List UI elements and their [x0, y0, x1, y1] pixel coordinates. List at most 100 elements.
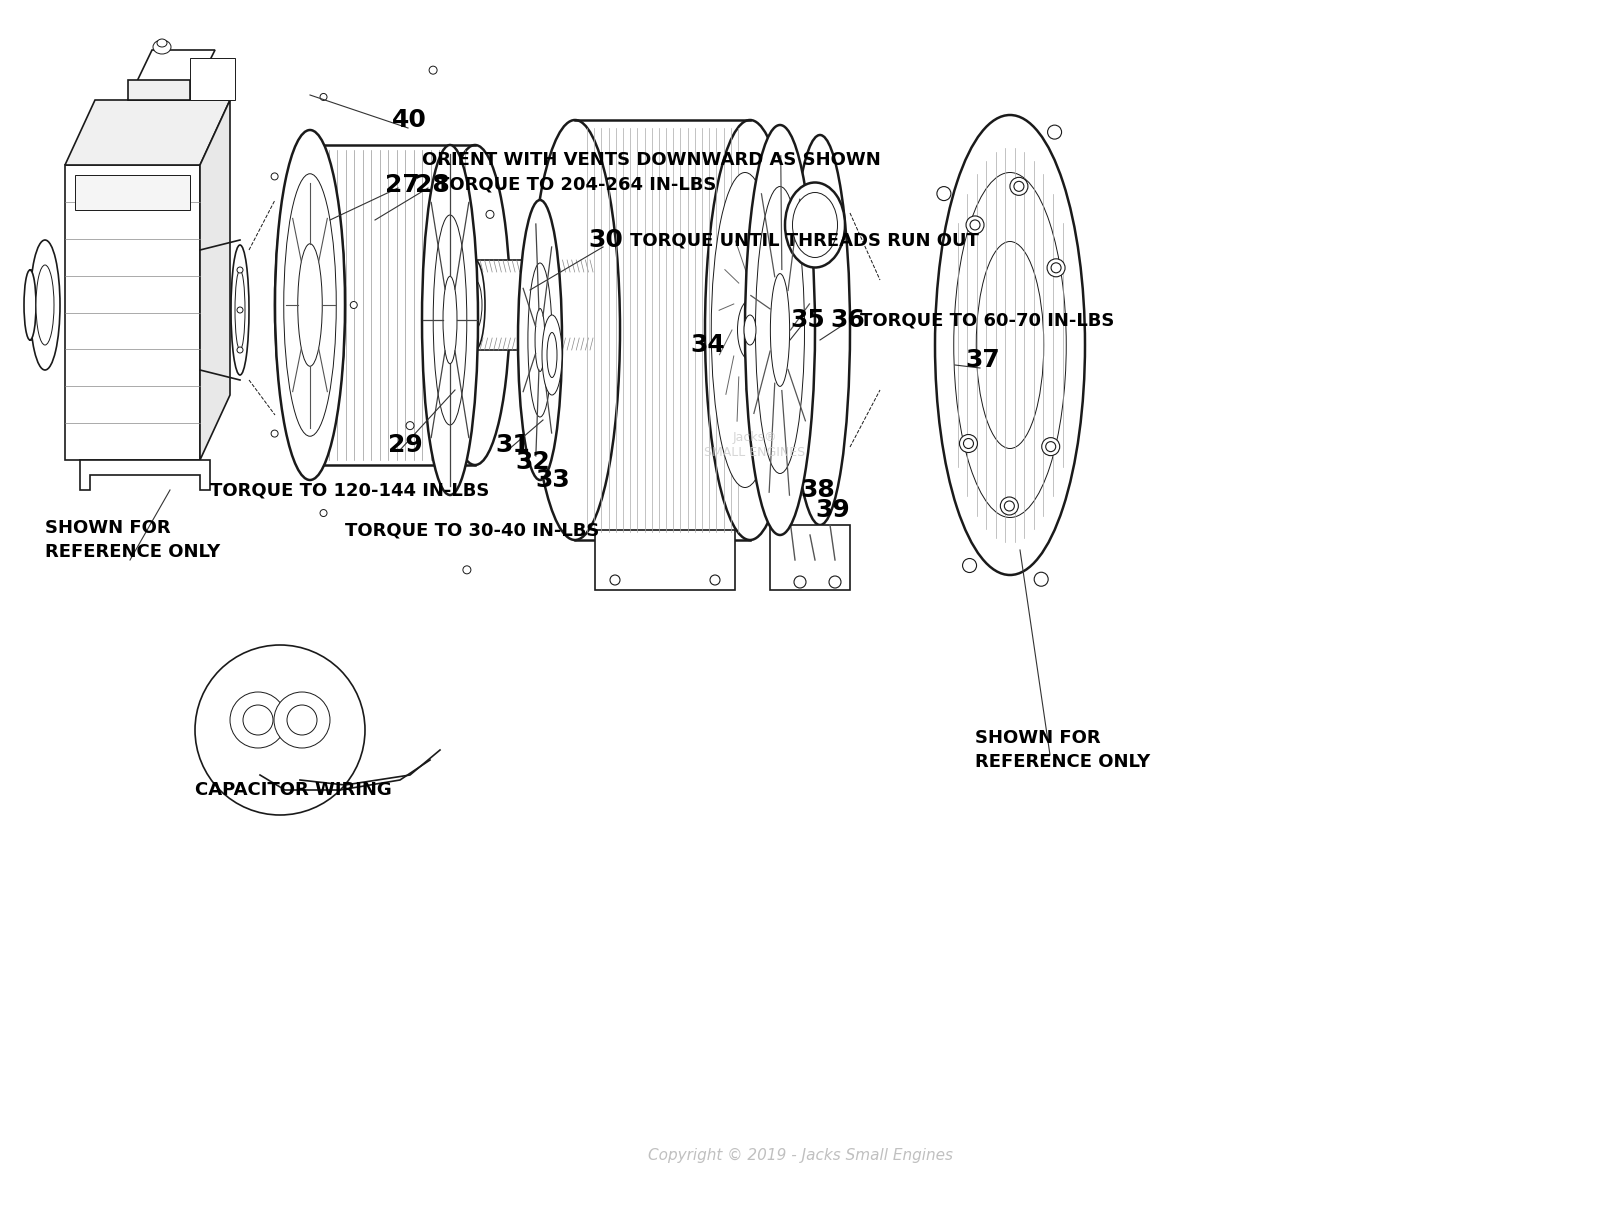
Text: Copyright © 2019 - Jacks Small Engines: Copyright © 2019 - Jacks Small Engines: [648, 1147, 952, 1162]
Ellipse shape: [792, 193, 837, 257]
Ellipse shape: [963, 439, 973, 449]
Ellipse shape: [547, 332, 557, 377]
Text: 27: 27: [386, 173, 419, 197]
Ellipse shape: [298, 244, 322, 366]
Text: 34: 34: [690, 334, 725, 357]
Polygon shape: [595, 530, 734, 590]
Ellipse shape: [610, 575, 621, 585]
Text: 31: 31: [494, 433, 530, 457]
Polygon shape: [128, 80, 190, 99]
Polygon shape: [200, 99, 230, 460]
Ellipse shape: [1048, 125, 1061, 139]
Ellipse shape: [30, 240, 61, 370]
Ellipse shape: [237, 347, 243, 353]
Text: SHOWN FOR
REFERENCE ONLY: SHOWN FOR REFERENCE ONLY: [45, 519, 221, 560]
Ellipse shape: [275, 130, 346, 480]
Ellipse shape: [710, 575, 720, 585]
Ellipse shape: [406, 422, 414, 429]
Ellipse shape: [1046, 258, 1066, 277]
Ellipse shape: [154, 40, 171, 55]
Text: 37: 37: [965, 348, 1000, 372]
Ellipse shape: [1051, 263, 1061, 273]
Text: SHOWN FOR
REFERENCE ONLY: SHOWN FOR REFERENCE ONLY: [974, 729, 1150, 770]
Text: 36: 36: [830, 308, 864, 332]
Text: CAPACITOR WIRING: CAPACITOR WIRING: [195, 781, 392, 799]
Text: 29: 29: [387, 433, 422, 457]
Ellipse shape: [790, 135, 850, 525]
Ellipse shape: [270, 431, 278, 437]
Ellipse shape: [934, 115, 1085, 575]
Ellipse shape: [770, 274, 790, 387]
Ellipse shape: [744, 315, 757, 344]
Text: TORQUE TO 120-144 IN-LBS: TORQUE TO 120-144 IN-LBS: [210, 482, 490, 499]
Ellipse shape: [230, 245, 250, 375]
Ellipse shape: [24, 270, 35, 340]
Ellipse shape: [1014, 181, 1024, 192]
Ellipse shape: [443, 277, 458, 364]
Ellipse shape: [712, 172, 779, 488]
Ellipse shape: [1010, 177, 1027, 195]
Ellipse shape: [970, 220, 981, 230]
Ellipse shape: [1005, 501, 1014, 511]
Ellipse shape: [960, 434, 978, 452]
Ellipse shape: [966, 216, 984, 234]
Ellipse shape: [738, 300, 763, 360]
Ellipse shape: [786, 182, 845, 268]
Text: TORQUE TO 30-40 IN-LBS: TORQUE TO 30-40 IN-LBS: [346, 522, 600, 539]
Ellipse shape: [429, 67, 437, 74]
Ellipse shape: [237, 267, 243, 273]
Ellipse shape: [534, 308, 546, 371]
Ellipse shape: [235, 270, 245, 351]
Ellipse shape: [422, 146, 478, 495]
Polygon shape: [80, 460, 210, 490]
Ellipse shape: [275, 146, 346, 465]
Circle shape: [230, 691, 286, 748]
Ellipse shape: [157, 39, 166, 47]
Circle shape: [243, 705, 274, 735]
Ellipse shape: [472, 292, 478, 318]
Text: 35: 35: [790, 308, 824, 332]
Text: 32: 32: [515, 450, 550, 474]
Text: 33: 33: [534, 468, 570, 492]
Ellipse shape: [320, 93, 326, 101]
Polygon shape: [770, 525, 850, 590]
Ellipse shape: [518, 200, 562, 480]
Circle shape: [195, 645, 365, 815]
Polygon shape: [66, 165, 200, 460]
Ellipse shape: [829, 576, 842, 588]
Text: ORIENT WITH VENTS DOWNWARD AS SHOWN: ORIENT WITH VENTS DOWNWARD AS SHOWN: [422, 150, 880, 169]
Ellipse shape: [794, 576, 806, 588]
Ellipse shape: [746, 125, 814, 535]
Ellipse shape: [1034, 573, 1048, 586]
Ellipse shape: [1042, 438, 1059, 456]
Text: TORQUE TO 60-70 IN-LBS: TORQUE TO 60-70 IN-LBS: [861, 311, 1114, 329]
Ellipse shape: [1000, 497, 1018, 516]
Ellipse shape: [486, 210, 494, 218]
Ellipse shape: [586, 260, 605, 351]
Ellipse shape: [462, 565, 470, 574]
Text: Jacks®
SMALL ENGINES: Jacks® SMALL ENGINES: [704, 431, 805, 460]
Ellipse shape: [1046, 442, 1056, 451]
Ellipse shape: [755, 187, 805, 473]
Text: 39: 39: [814, 499, 850, 522]
Bar: [574, 120, 750, 540]
Ellipse shape: [466, 260, 485, 351]
Polygon shape: [66, 99, 230, 165]
Ellipse shape: [706, 120, 795, 540]
Circle shape: [286, 705, 317, 735]
Ellipse shape: [434, 215, 467, 425]
Ellipse shape: [320, 509, 326, 517]
Ellipse shape: [954, 172, 1066, 518]
Bar: [475, 260, 595, 351]
Ellipse shape: [530, 120, 621, 540]
Text: 38: 38: [800, 478, 835, 502]
Ellipse shape: [440, 146, 510, 465]
Ellipse shape: [938, 187, 950, 200]
Text: 28: 28: [414, 173, 450, 197]
Ellipse shape: [270, 173, 278, 180]
Text: 40: 40: [392, 108, 427, 132]
Ellipse shape: [237, 307, 243, 313]
Polygon shape: [190, 58, 235, 99]
Text: TORQUE UNTIL THREADS RUN OUT: TORQUE UNTIL THREADS RUN OUT: [630, 230, 979, 249]
Ellipse shape: [467, 280, 482, 330]
